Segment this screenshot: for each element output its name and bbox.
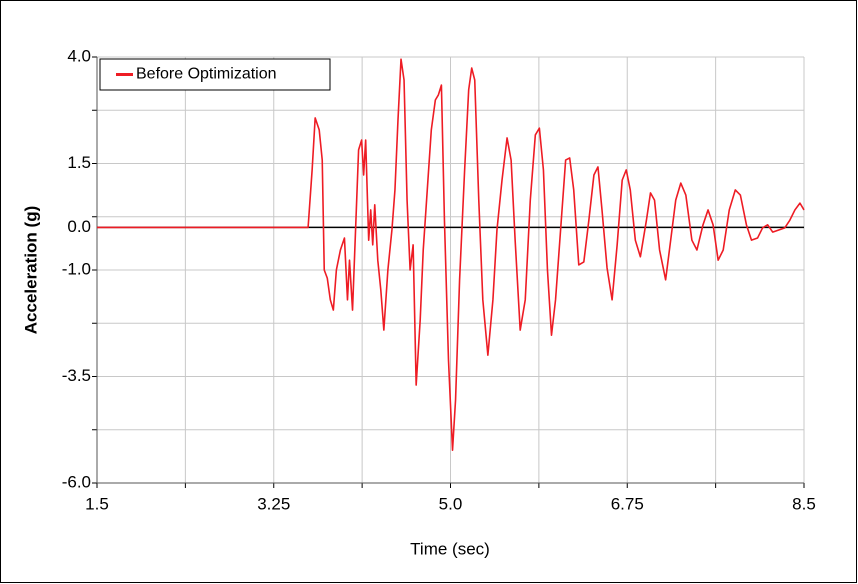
x-axis-label: Time (sec) — [410, 539, 490, 558]
legend-box — [99, 58, 331, 91]
x-tick-label: 6.75 — [611, 494, 644, 513]
x-tick-label: 3.25 — [257, 494, 290, 513]
legend-label: Before Optimization — [136, 66, 277, 83]
x-tick-label: 5.0 — [439, 494, 463, 513]
x-tick-label: 1.5 — [85, 494, 109, 513]
y-tick-label: -6.0 — [62, 472, 91, 491]
y-tick-label: 1.5 — [67, 153, 91, 172]
y-tick-label: 4.0 — [67, 46, 91, 65]
y-tick-label: 0.0 — [67, 217, 91, 236]
y-axis-label: Acceleration (g) — [21, 206, 40, 334]
x-tick-label: 8.5 — [792, 494, 816, 513]
y-tick-label: -3.5 — [62, 366, 91, 385]
y-tick-label: -1.0 — [62, 259, 91, 278]
line-series — [97, 58, 805, 451]
